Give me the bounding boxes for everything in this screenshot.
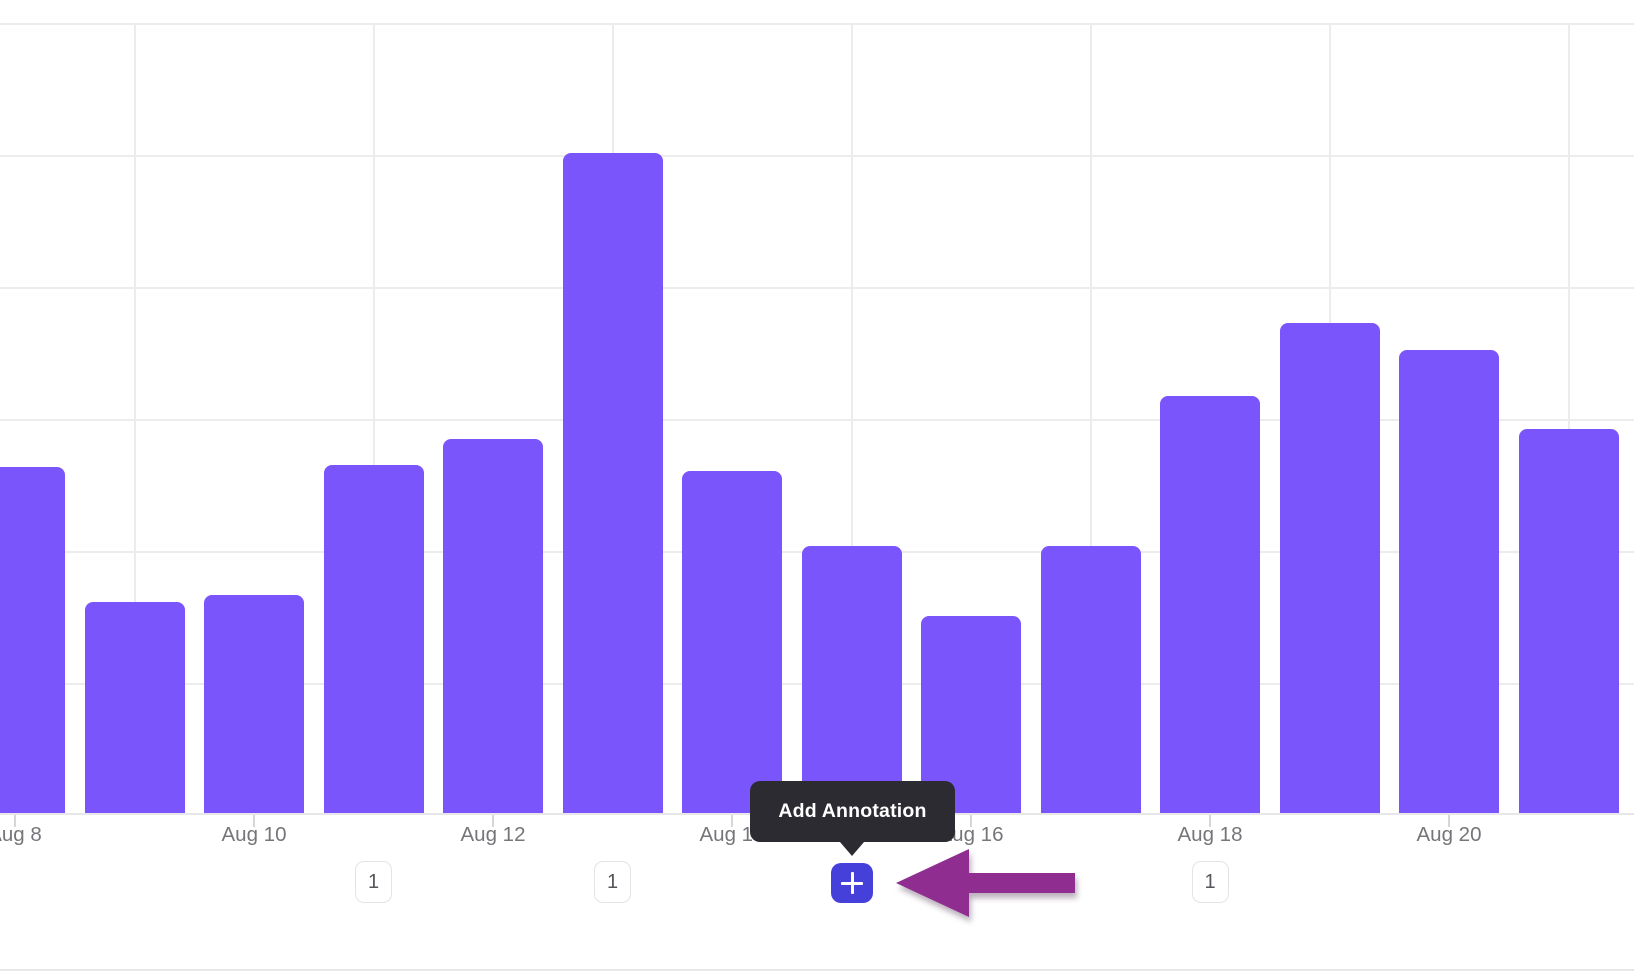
annotation-count-badge[interactable]: 1 xyxy=(1191,861,1229,903)
bar-aug-10[interactable] xyxy=(204,595,304,814)
annotation-count-badge[interactable]: 1 xyxy=(355,861,392,903)
bar-aug-11[interactable] xyxy=(323,465,424,814)
gridline xyxy=(0,23,1634,25)
axis-tick xyxy=(1209,815,1211,827)
x-axis-label: Aug 12 xyxy=(460,823,526,846)
bar-aug-9[interactable] xyxy=(84,602,185,814)
x-axis-label: Aug 8 xyxy=(0,823,42,846)
section-divider xyxy=(0,969,1634,971)
bar-aug-12[interactable] xyxy=(443,439,543,814)
gridline xyxy=(133,23,136,813)
axis-tick xyxy=(492,815,494,827)
axis-tick xyxy=(970,815,972,827)
x-axis-label: Aug 14 xyxy=(699,823,765,846)
bar-aug-18[interactable] xyxy=(1160,396,1260,814)
gridline xyxy=(0,155,1634,157)
x-axis-label: Aug 20 xyxy=(1416,823,1482,846)
x-axis-label: Aug 10 xyxy=(221,823,287,846)
bar-aug-17[interactable] xyxy=(1040,546,1141,814)
axis-tick xyxy=(731,815,733,827)
bar-aug-19[interactable] xyxy=(1279,323,1380,814)
add-annotation-tooltip-label: Add Annotation xyxy=(778,800,927,822)
gridline xyxy=(372,23,375,813)
gridline xyxy=(0,287,1634,289)
add-annotation-button[interactable] xyxy=(831,863,873,903)
gridline xyxy=(1567,23,1570,813)
gridline xyxy=(850,23,853,813)
bar-aug-13[interactable] xyxy=(562,153,663,814)
bar-aug-21[interactable] xyxy=(1518,429,1619,814)
gridline xyxy=(1089,23,1092,813)
pointer-arrow-icon xyxy=(896,849,1075,917)
tooltip-caret xyxy=(840,842,864,856)
axis-tick xyxy=(14,815,16,827)
gridline xyxy=(0,419,1634,421)
axis-tick xyxy=(1448,815,1450,827)
bar-aug-8[interactable] xyxy=(0,467,65,814)
add-annotation-tooltip: Add Annotation xyxy=(750,781,955,856)
axis-tick xyxy=(253,815,255,827)
x-axis-label: Aug 18 xyxy=(1177,823,1243,846)
bar-aug-14[interactable] xyxy=(682,471,782,814)
bar-aug-15[interactable] xyxy=(801,546,902,814)
bar-aug-20[interactable] xyxy=(1399,350,1499,814)
annotation-count-badge[interactable]: 1 xyxy=(594,861,631,903)
